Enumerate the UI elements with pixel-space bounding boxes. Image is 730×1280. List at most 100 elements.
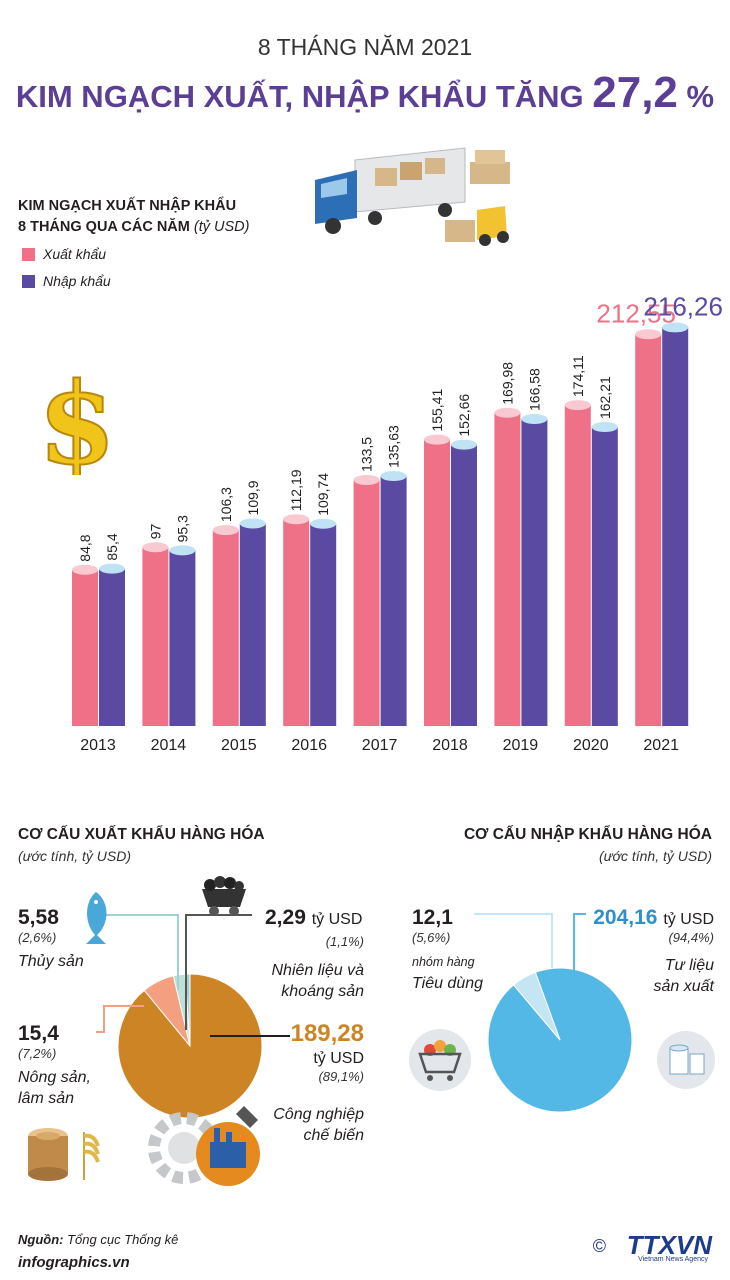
- production-value: 204,16: [593, 906, 658, 929]
- bar-export-2019: [494, 412, 521, 726]
- x-tick-2018: 2018: [432, 737, 468, 754]
- bar-cap-import-2014: [169, 545, 196, 556]
- value-label-export-2021: 212,55: [596, 298, 676, 328]
- value-label-import-2021: 216,26: [643, 291, 723, 321]
- wood-rice-icon: [28, 1128, 100, 1181]
- dollar-icon: $: [37, 365, 117, 475]
- export-section-subtitle: (ước tính, tỷ USD): [18, 848, 132, 864]
- value-label-export-2015: 106,3: [218, 487, 234, 522]
- consumer-block: 12,1 (5,6%) nhóm hàng Tiêu dùng: [412, 906, 483, 994]
- bar-cap-import-2015: [239, 518, 266, 529]
- chart-title-line1: KIM NGẠCH XUẤT NHẬP KHẨU: [18, 198, 237, 214]
- fuel-label-2: khoáng sản: [281, 983, 364, 1000]
- coal-cart-icon: [202, 876, 246, 916]
- copyright-icon: ©: [592, 1236, 606, 1256]
- value-label-export-2017: 133,5: [359, 437, 375, 472]
- consumer-label: Tiêu dùng: [412, 975, 484, 992]
- value-label-export-2019: 169,98: [499, 362, 515, 405]
- value-label-import-2018: 152,66: [456, 394, 472, 437]
- bar-chart: 84,8 85,4 2013 97 95,3 2014 106,3 109,9 2015 112,…: [72, 291, 723, 754]
- industry-unit: tỷ USD: [313, 1050, 364, 1067]
- page-title: KIM NGẠCH XUẤT, NHẬP KHẨU TĂNG 27,2 %: [0, 68, 730, 118]
- x-tick-2019: 2019: [503, 737, 539, 754]
- leader-consumer: [474, 913, 553, 968]
- bar-export-2021: [635, 334, 662, 726]
- production-percent: (94,4%): [668, 930, 714, 945]
- fish-label: Thủy sản: [18, 953, 84, 970]
- bar-import-2014: [169, 550, 196, 726]
- bar-cap-export-2014: [142, 542, 169, 553]
- industry-label-2: chế biến: [303, 1127, 365, 1144]
- value-label-export-2020: 174,11: [570, 355, 586, 397]
- production-label-1: Tư liệu: [664, 957, 714, 974]
- value-label-import-2015: 109,9: [245, 480, 261, 515]
- bar-export-2013: [72, 569, 98, 726]
- value-label-import-2017: 135,63: [386, 425, 402, 468]
- bar-import-2015: [239, 523, 266, 726]
- chart-title-unit: (tỷ USD): [193, 219, 250, 235]
- value-label-export-2018: 155,41: [429, 389, 445, 432]
- shopping-cart-icon: [409, 1029, 471, 1091]
- x-tick-2020: 2020: [573, 737, 609, 754]
- export-section-title: CƠ CẤU XUẤT KHẨU HÀNG HÓA: [18, 826, 265, 843]
- title-text: KIM NGẠCH XUẤT, NHẬP KHẨU TĂNG: [15, 79, 584, 114]
- leader-agri: [96, 1005, 144, 1033]
- x-tick-2016: 2016: [291, 737, 327, 754]
- fuel-label: Nhiên liệu và khoáng sản: [272, 960, 365, 1002]
- import-section-title: CƠ CẤU NHẬP KHẨU HÀNG HÓA: [463, 826, 712, 843]
- bar-cap-export-2016: [283, 514, 310, 525]
- chart-title-line2: 8 THÁNG QUA CÁC NĂM: [18, 219, 190, 235]
- bar-export-2018: [424, 439, 450, 726]
- bar-cap-import-2018: [451, 439, 477, 450]
- bar-export-2015: [212, 530, 239, 726]
- x-tick-2014: 2014: [151, 737, 187, 754]
- fuel-label-1: Nhiên liệu và: [271, 962, 365, 979]
- bar-cap-import-2021: [662, 322, 689, 333]
- value-label-export-2013: 84,8: [77, 534, 93, 561]
- x-tick-2017: 2017: [362, 737, 398, 754]
- svg-text:$: $: [38, 365, 116, 475]
- leader-production: [573, 913, 586, 970]
- legend-export-label: Xuất khẩu: [43, 246, 107, 262]
- site-link[interactable]: infographics.vn: [18, 1254, 130, 1271]
- agri-block: 15,4 (7,2%) Nông sản, lâm sản: [18, 1022, 91, 1109]
- bar-cap-import-2017: [380, 471, 407, 482]
- source-label: Nguồn:: [18, 1232, 64, 1247]
- bar-cap-import-2013: [99, 563, 125, 574]
- truck-icon: [315, 147, 510, 246]
- tissue-roll-icon: [657, 1031, 715, 1089]
- agri-label-1: Nông sản,: [18, 1069, 91, 1086]
- bar-cap-export-2020: [564, 400, 591, 411]
- production-block: 204,16 tỷ USD (94,4%) Tư liệu sản xuất: [593, 906, 714, 997]
- industry-label-1: Công nghiệp: [273, 1106, 364, 1123]
- bar-export-2017: [353, 479, 380, 726]
- legend-export-swatch: [22, 247, 35, 261]
- industry-percent: (89,1%): [318, 1069, 364, 1084]
- bar-import-2017: [380, 476, 407, 726]
- x-tick-2015: 2015: [221, 737, 257, 754]
- bar-export-2016: [283, 519, 310, 726]
- bar-cap-export-2017: [353, 474, 380, 485]
- fuel-unit: tỷ USD: [311, 911, 363, 928]
- production-label-2: sản xuất: [653, 978, 714, 995]
- x-tick-2013: 2013: [80, 737, 116, 754]
- bar-cap-export-2018: [424, 434, 450, 445]
- legend-import-label: Nhập khẩu: [43, 273, 111, 289]
- fuel-block: 2,29 tỷ USD: [265, 906, 362, 930]
- industry-value: 189,28: [290, 1020, 364, 1047]
- import-pie-slice-1: [512, 971, 561, 1041]
- bar-import-2018: [451, 444, 477, 726]
- value-label-export-2014: 97: [147, 523, 163, 539]
- bar-import-2019: [521, 418, 548, 726]
- fish-percent: (2,6%): [18, 930, 57, 945]
- fish-block: 5,58 (2,6%) Thủy sản: [18, 906, 84, 972]
- agri-value: 15,4: [18, 1022, 59, 1045]
- production-unit: tỷ USD: [663, 911, 714, 928]
- consumer-percent: (5,6%): [412, 930, 451, 945]
- x-tick-2021: 2021: [643, 737, 679, 754]
- agency-logo: TTXVN: [626, 1230, 712, 1260]
- fuel-value: 2,29: [265, 906, 306, 929]
- title-highlight-unit: %: [686, 79, 715, 114]
- fish-icon: [86, 892, 107, 944]
- bar-cap-import-2016: [310, 518, 337, 529]
